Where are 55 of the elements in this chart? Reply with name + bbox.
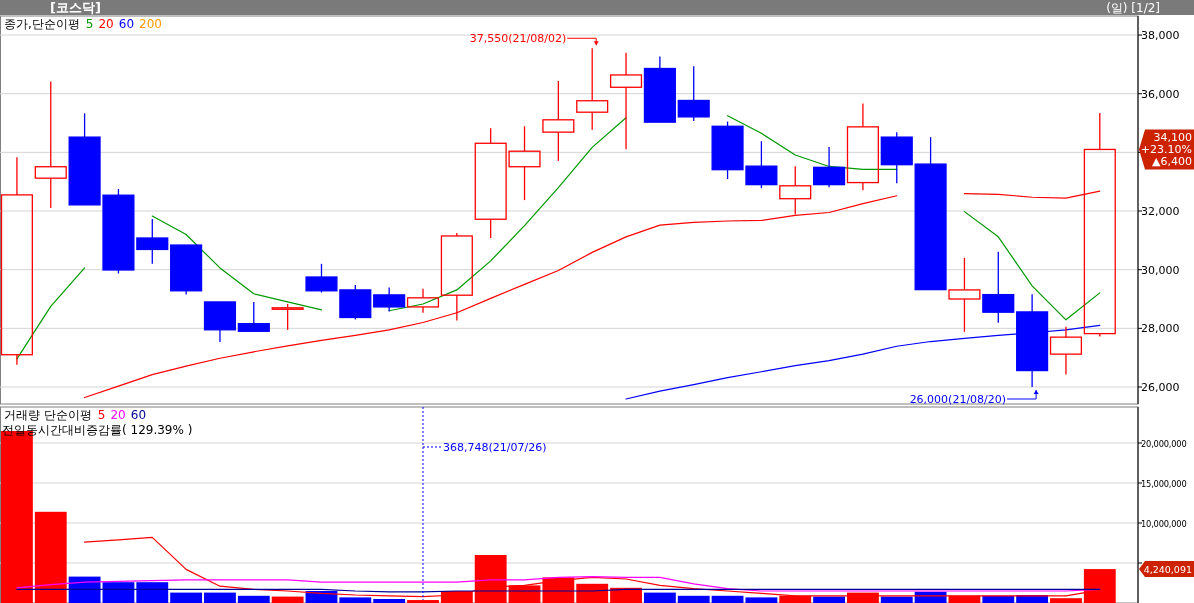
text: 4,240,091 [1143,564,1192,576]
y-tick-label: 36,000 [1141,87,1180,101]
bar [34,511,67,603]
y-tick-label: 28,000 [1141,322,1180,336]
bar [339,597,372,603]
text: 34,100 +23.10% ▲6,400 [1140,131,1192,169]
y-tick-label: 30,000 [1141,263,1180,277]
text: 5 [85,17,94,31]
candlestick [406,288,440,314]
chart-subtitle: (일) [1/2] [1106,1,1160,15]
text: 60 [118,17,135,31]
text: 60 [130,408,147,422]
bar [745,597,778,603]
bar [407,600,439,603]
y-tick-label: 15,000,000 [1141,479,1187,489]
bar [677,595,710,603]
candlestick [0,156,33,366]
annotation: 전일동시간대비증감률( 129.39% ) [2,423,193,437]
y-tick-label: 20,000,000 [1141,439,1187,449]
candlestick [609,52,643,150]
bar [610,587,642,603]
bar [237,595,270,603]
candlestick [813,146,846,188]
bar [880,596,913,603]
text: 5 [97,408,106,422]
candlestick [542,80,575,162]
candlestick [846,102,879,191]
chart-title: [코스닥] [50,0,101,15]
annotation: 26,000(21/08/20) [909,392,1007,406]
bar [136,582,169,603]
bar [1050,598,1082,603]
bar [643,592,676,603]
annotation: 37,550(21/08/02) [469,32,567,46]
bar [813,596,845,603]
bar [271,596,304,603]
bar [373,599,406,603]
annotation: 368,748(21/07/26) [443,441,547,454]
bar [711,595,744,603]
y-tick-label: 32,000 [1141,205,1180,219]
bar [914,591,947,603]
text: 20 [98,17,114,31]
candlestick [1049,326,1083,376]
y-tick-label: 10,000,000 [1141,519,1187,529]
text: 20 [110,408,126,422]
bar [982,595,1015,603]
legend-title: 거래량 단순이평 [4,408,92,422]
legend-title: 종가,단순이평 [4,17,80,31]
bar [170,592,203,603]
legend-label: 200 [139,17,162,31]
bar [204,592,236,603]
y-tick-label: 38,000 [1141,29,1180,43]
bar [102,582,135,603]
candlestick [34,80,67,209]
candlestick [948,257,981,333]
y-tick-label: 26,000 [1141,380,1180,394]
